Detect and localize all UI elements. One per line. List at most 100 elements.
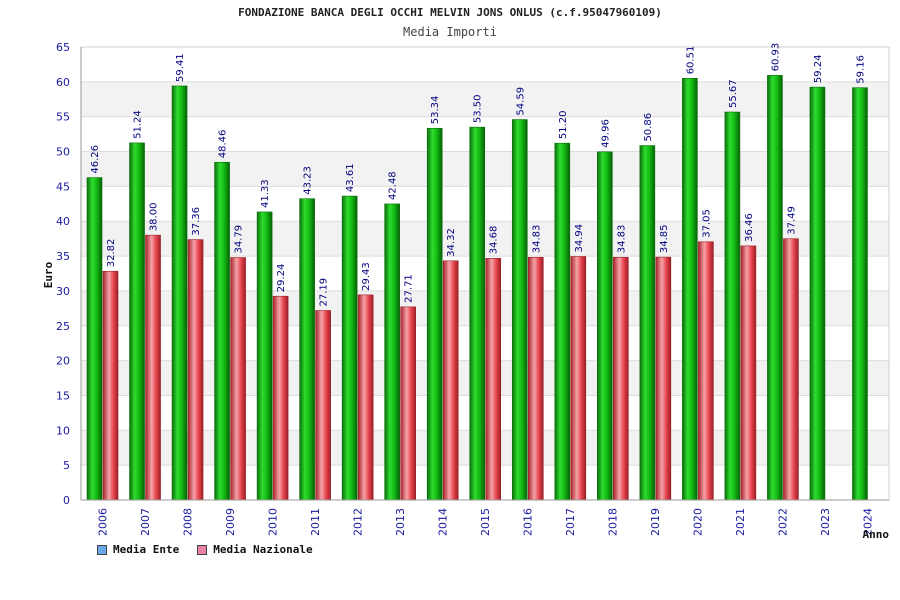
- legend-label-nazionale: Media Nazionale: [213, 543, 313, 556]
- bar-media-ente: [724, 111, 741, 501]
- legend-swatch-ente: [97, 544, 107, 555]
- value-label-media-ente: 54.59: [515, 87, 526, 116]
- y-tick-label: 45: [56, 180, 70, 193]
- value-label-media-nazionale: 29.43: [361, 262, 372, 291]
- value-label-media-ente: 59.24: [813, 55, 824, 84]
- bar-media-nazionale: [740, 245, 757, 501]
- x-tick-label: 2019: [649, 508, 662, 536]
- x-tick-label: 2018: [607, 508, 620, 536]
- value-label-media-ente: 43.61: [345, 163, 356, 192]
- x-tick-label: 2006: [96, 508, 109, 536]
- value-label-media-nazionale: 32.82: [106, 239, 117, 268]
- value-label-media-ente: 46.26: [90, 145, 101, 174]
- y-tick-label: 15: [56, 389, 70, 402]
- value-label-media-nazionale: 34.83: [616, 225, 627, 254]
- x-tick-label: 2009: [224, 508, 237, 536]
- x-tick-label: 2016: [522, 508, 535, 536]
- x-tick-label: 2024: [862, 508, 875, 536]
- bar-media-nazionale: [230, 257, 246, 501]
- bar-media-nazionale: [783, 238, 799, 501]
- bar-media-nazionale: [145, 234, 161, 501]
- value-label-media-ente: 53.50: [473, 95, 484, 124]
- x-tick-label: 2012: [351, 508, 364, 536]
- y-tick-label: 5: [63, 459, 70, 472]
- value-label-media-nazionale: 34.79: [234, 225, 245, 254]
- value-label-media-ente: 51.24: [133, 110, 144, 139]
- legend-label-ente: Media Ente: [113, 543, 180, 556]
- value-label-media-ente: 53.34: [430, 96, 441, 125]
- value-label-media-ente: 51.20: [558, 111, 569, 140]
- y-tick-label: 60: [56, 76, 70, 89]
- bar-media-ente: [767, 75, 783, 501]
- y-tick-label: 50: [56, 146, 70, 159]
- bar-media-ente: [129, 142, 145, 501]
- value-label-media-ente: 50.86: [643, 113, 654, 142]
- y-tick-label: 65: [56, 41, 70, 54]
- bar-media-ente: [86, 177, 103, 501]
- bar-media-ente: [809, 86, 826, 501]
- value-label-media-nazionale: 34.83: [531, 225, 542, 254]
- bar-media-nazionale: [698, 241, 714, 501]
- value-label-media-ente: 59.41: [175, 53, 186, 82]
- value-label-media-ente: 55.67: [728, 79, 739, 108]
- legend-item-nazionale: Media Nazionale: [197, 543, 313, 556]
- x-tick-label: 2017: [564, 508, 577, 536]
- bar-media-ente: [299, 198, 315, 501]
- value-label-media-nazionale: 36.46: [744, 213, 755, 242]
- x-tick-label: 2011: [309, 508, 322, 536]
- x-tick-label: 2015: [479, 508, 492, 536]
- bar-media-ente: [256, 211, 273, 501]
- bar-media-nazionale: [613, 256, 629, 501]
- bar-media-nazionale: [442, 260, 459, 501]
- grid-band: [81, 47, 889, 82]
- value-label-media-ente: 49.96: [600, 119, 611, 148]
- x-tick-label: 2008: [181, 508, 194, 536]
- bar-media-ente: [511, 119, 528, 501]
- value-label-media-nazionale: 29.24: [276, 264, 287, 293]
- legend: Media Ente Media Nazionale: [97, 543, 313, 556]
- bar-media-nazionale: [485, 258, 502, 501]
- bar-media-ente: [384, 203, 400, 501]
- bar-media-nazionale: [315, 310, 331, 501]
- y-tick-label: 10: [56, 424, 70, 437]
- bar-media-ente: [341, 195, 358, 501]
- y-tick-label: 0: [63, 494, 70, 507]
- y-axis-title: Euro: [42, 261, 55, 288]
- bar-media-ente: [682, 77, 698, 501]
- value-label-media-nazionale: 34.94: [574, 224, 585, 253]
- y-tick-label: 35: [56, 250, 70, 263]
- value-label-media-nazionale: 34.85: [659, 224, 670, 253]
- legend-item-ente: Media Ente: [97, 543, 179, 556]
- bar-media-nazionale: [102, 270, 119, 501]
- bar-media-ente: [214, 161, 230, 501]
- x-tick-label: 2014: [436, 508, 449, 536]
- value-label-media-nazionale: 27.71: [404, 274, 415, 303]
- value-label-media-ente: 59.16: [855, 55, 866, 84]
- bar-media-nazionale: [357, 294, 374, 501]
- y-tick-label: 30: [56, 285, 70, 298]
- bar-media-nazionale: [187, 239, 204, 501]
- value-label-media-nazionale: 27.19: [319, 278, 330, 307]
- bar-media-nazionale: [400, 306, 416, 501]
- x-tick-label: 2013: [394, 508, 407, 536]
- bar-media-ente: [597, 151, 613, 501]
- chart-title: FONDAZIONE BANCA DEGLI OCCHI MELVIN JONS…: [238, 6, 662, 19]
- x-tick-label: 2021: [734, 508, 747, 536]
- value-label-media-ente: 42.48: [388, 171, 399, 200]
- chart-subtitle: Media Importi: [403, 25, 497, 39]
- x-tick-label: 2023: [819, 508, 832, 536]
- x-tick-label: 2007: [139, 508, 152, 536]
- bar-media-nazionale: [272, 295, 289, 501]
- y-tick-label: 40: [56, 215, 70, 228]
- value-label-media-nazionale: 37.05: [701, 209, 712, 238]
- bar-media-nazionale: [527, 256, 544, 501]
- value-label-media-nazionale: 38.00: [149, 203, 160, 232]
- y-tick-label: 25: [56, 320, 70, 333]
- value-label-media-nazionale: 37.36: [191, 207, 202, 236]
- value-label-media-nazionale: 37.49: [786, 206, 797, 235]
- y-tick-label: 20: [56, 355, 70, 368]
- bar-media-ente: [852, 87, 868, 501]
- bar-media-nazionale: [570, 256, 587, 501]
- value-label-media-ente: 43.23: [303, 166, 314, 195]
